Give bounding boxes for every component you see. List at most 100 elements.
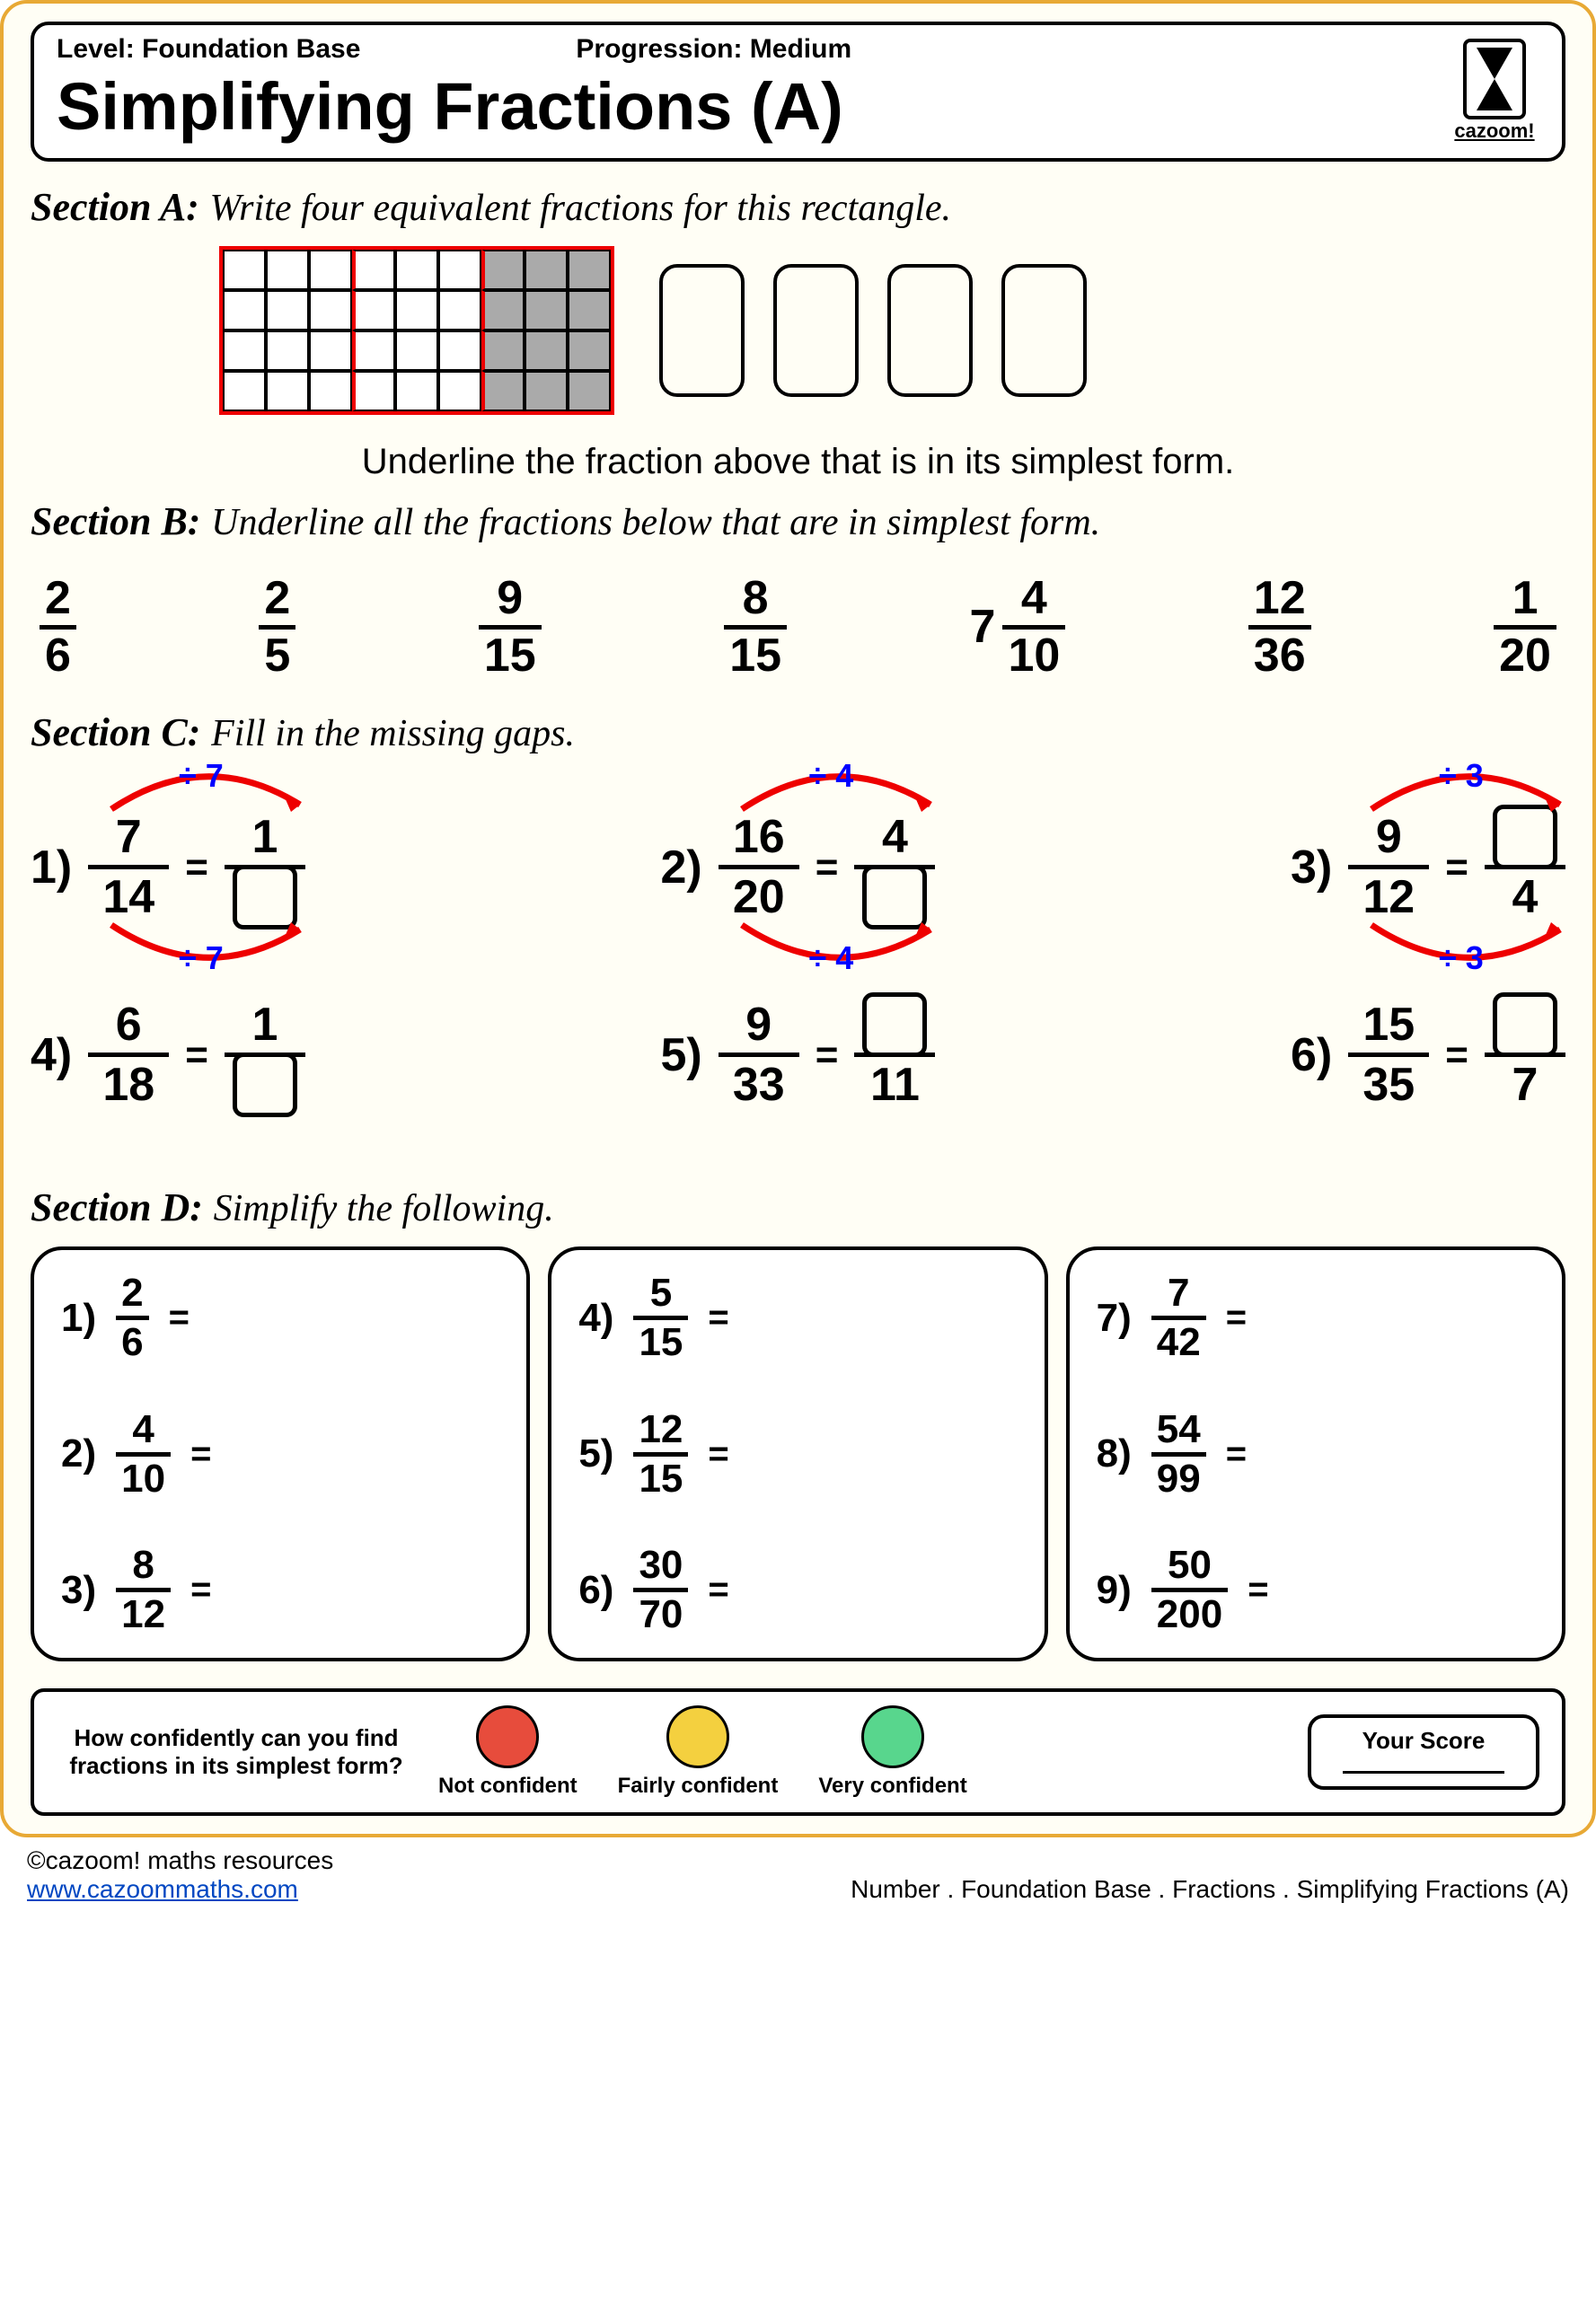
confidence-option[interactable]: Not confident <box>438 1705 578 1799</box>
fraction: 26 <box>40 574 76 680</box>
grid-cell <box>395 371 438 411</box>
answer-box[interactable] <box>862 865 927 929</box>
section-a-content <box>31 246 1565 415</box>
grid-cell <box>395 250 438 290</box>
equals-sign: = <box>169 1298 190 1338</box>
score-box[interactable]: Your Score <box>1308 1714 1539 1790</box>
fraction: 912 <box>1348 809 1429 925</box>
fraction: 4 <box>1485 809 1565 925</box>
grid-cell <box>266 290 309 330</box>
brand-logo: cazoom! <box>1445 39 1544 143</box>
fraction: 933 <box>719 997 799 1113</box>
equals-sign: = <box>185 845 208 890</box>
fraction: 1620 <box>719 809 799 925</box>
fraction: 5499 <box>1151 1409 1206 1500</box>
equals-sign: = <box>190 1570 211 1610</box>
grid-cell <box>568 290 611 330</box>
equals-sign: = <box>816 845 839 890</box>
grid-cell <box>525 290 568 330</box>
section-d-heading: Section D: Simplify the following. <box>31 1185 1565 1230</box>
problem-number: 2) <box>661 841 702 894</box>
fraction: 742 <box>1151 1273 1206 1363</box>
fraction: 4 <box>854 809 935 925</box>
grid-cell <box>309 330 352 371</box>
section-d-problem: 1) 26 = <box>61 1273 499 1363</box>
fraction: 1 <box>225 997 305 1113</box>
grid-cell <box>395 330 438 371</box>
section-d-problem: 7) 742 = <box>1097 1273 1535 1363</box>
fraction: 410 <box>116 1409 171 1500</box>
problem-number: 3) <box>1291 841 1332 894</box>
section-d-problem: 9) 50200 = <box>1097 1545 1535 1635</box>
equals-sign: = <box>708 1570 728 1610</box>
confidence-footer: How confidently can you find fractions i… <box>31 1688 1565 1816</box>
section-c-problem: 4) 618=1 <box>31 997 305 1113</box>
problem-number: 1) <box>31 841 72 894</box>
brand-text: cazoom! <box>1445 119 1544 143</box>
problem-number: 5) <box>661 1028 702 1082</box>
section-c-problem: 6) 1535=7 <box>1291 997 1565 1113</box>
fraction: 515 <box>633 1273 688 1363</box>
confidence-option[interactable]: Fairly confident <box>618 1705 779 1799</box>
division-label: ÷ 3 <box>1439 757 1484 795</box>
answer-boxes[interactable] <box>659 264 1087 397</box>
grid-cell <box>568 250 611 290</box>
division-label: ÷ 3 <box>1439 939 1484 977</box>
equals-sign: = <box>1445 845 1468 890</box>
answer-box[interactable] <box>659 264 745 397</box>
grid-cell <box>223 250 266 290</box>
grid-cell <box>309 250 352 290</box>
header-box: Level: Foundation Base Progression: Medi… <box>31 22 1565 162</box>
grid-cell <box>395 290 438 330</box>
grid-cell <box>438 290 481 330</box>
equals-sign: = <box>708 1298 728 1338</box>
answer-box[interactable] <box>1001 264 1087 397</box>
confidence-question: How confidently can you find fractions i… <box>57 1724 416 1780</box>
section-d-content: 1) 26 = 2) 410 = 3) 812 = 4) 515 = 5) 12… <box>31 1246 1565 1661</box>
problem-number: 2) <box>61 1431 96 1476</box>
fraction: 11 <box>854 997 935 1113</box>
problem-number: 3) <box>61 1568 96 1613</box>
grid-cell <box>438 330 481 371</box>
hourglass-icon <box>1463 39 1526 119</box>
mixed-fraction: 7410 <box>970 574 1066 680</box>
section-c-row2: 4) 618=1 5) 933=11 6) 1535=7 <box>31 997 1565 1113</box>
footer-url[interactable]: www.cazoommaths.com <box>27 1875 298 1903</box>
grid-cell <box>568 330 611 371</box>
grid-cell <box>438 371 481 411</box>
section-d-problem: 5) 1215 = <box>578 1409 1017 1500</box>
answer-box[interactable] <box>233 1053 297 1117</box>
section-d-column: 1) 26 = 2) 410 = 3) 812 = <box>31 1246 530 1661</box>
section-a-note: Underline the fraction above that is in … <box>31 442 1565 482</box>
problem-number: 6) <box>578 1568 613 1613</box>
section-d-column: 7) 742 = 8) 5499 = 9) 50200 = <box>1066 1246 1565 1661</box>
fraction-rectangle-grid <box>219 246 614 415</box>
problem-number: 5) <box>578 1431 613 1476</box>
fraction: 26 <box>116 1273 148 1363</box>
fraction: 25 <box>259 574 295 680</box>
progression-text: Progression: Medium <box>576 34 851 65</box>
grid-cell <box>266 330 309 371</box>
equals-sign: = <box>1226 1298 1247 1338</box>
answer-box[interactable] <box>1493 805 1557 869</box>
fraction: 1535 <box>1348 997 1429 1113</box>
section-d-problem: 6) 3070 = <box>578 1545 1017 1635</box>
fraction: 1 <box>225 809 305 925</box>
answer-box[interactable] <box>233 865 297 929</box>
confidence-option[interactable]: Very confident <box>818 1705 966 1799</box>
problem-number: 8) <box>1097 1431 1132 1476</box>
grid-cell <box>438 250 481 290</box>
copyright-text: ©cazoom! maths resources <box>27 1846 333 1875</box>
page-footer: ©cazoom! maths resources www.cazoommaths… <box>0 1837 1596 1913</box>
section-c-problem: 3) 912=4 ÷ 3 ÷ 3 <box>1291 809 1565 925</box>
equals-sign: = <box>1248 1570 1268 1610</box>
answer-box[interactable] <box>1493 992 1557 1057</box>
score-line <box>1343 1771 1504 1774</box>
answer-box[interactable] <box>887 264 973 397</box>
section-c-problem: 1) 714=1 ÷ 7 ÷ 7 <box>31 809 305 925</box>
section-d-problem: 3) 812 = <box>61 1545 499 1635</box>
equals-sign: = <box>1226 1434 1247 1475</box>
answer-box[interactable] <box>773 264 859 397</box>
fraction: 812 <box>116 1545 171 1635</box>
answer-box[interactable] <box>862 992 927 1057</box>
